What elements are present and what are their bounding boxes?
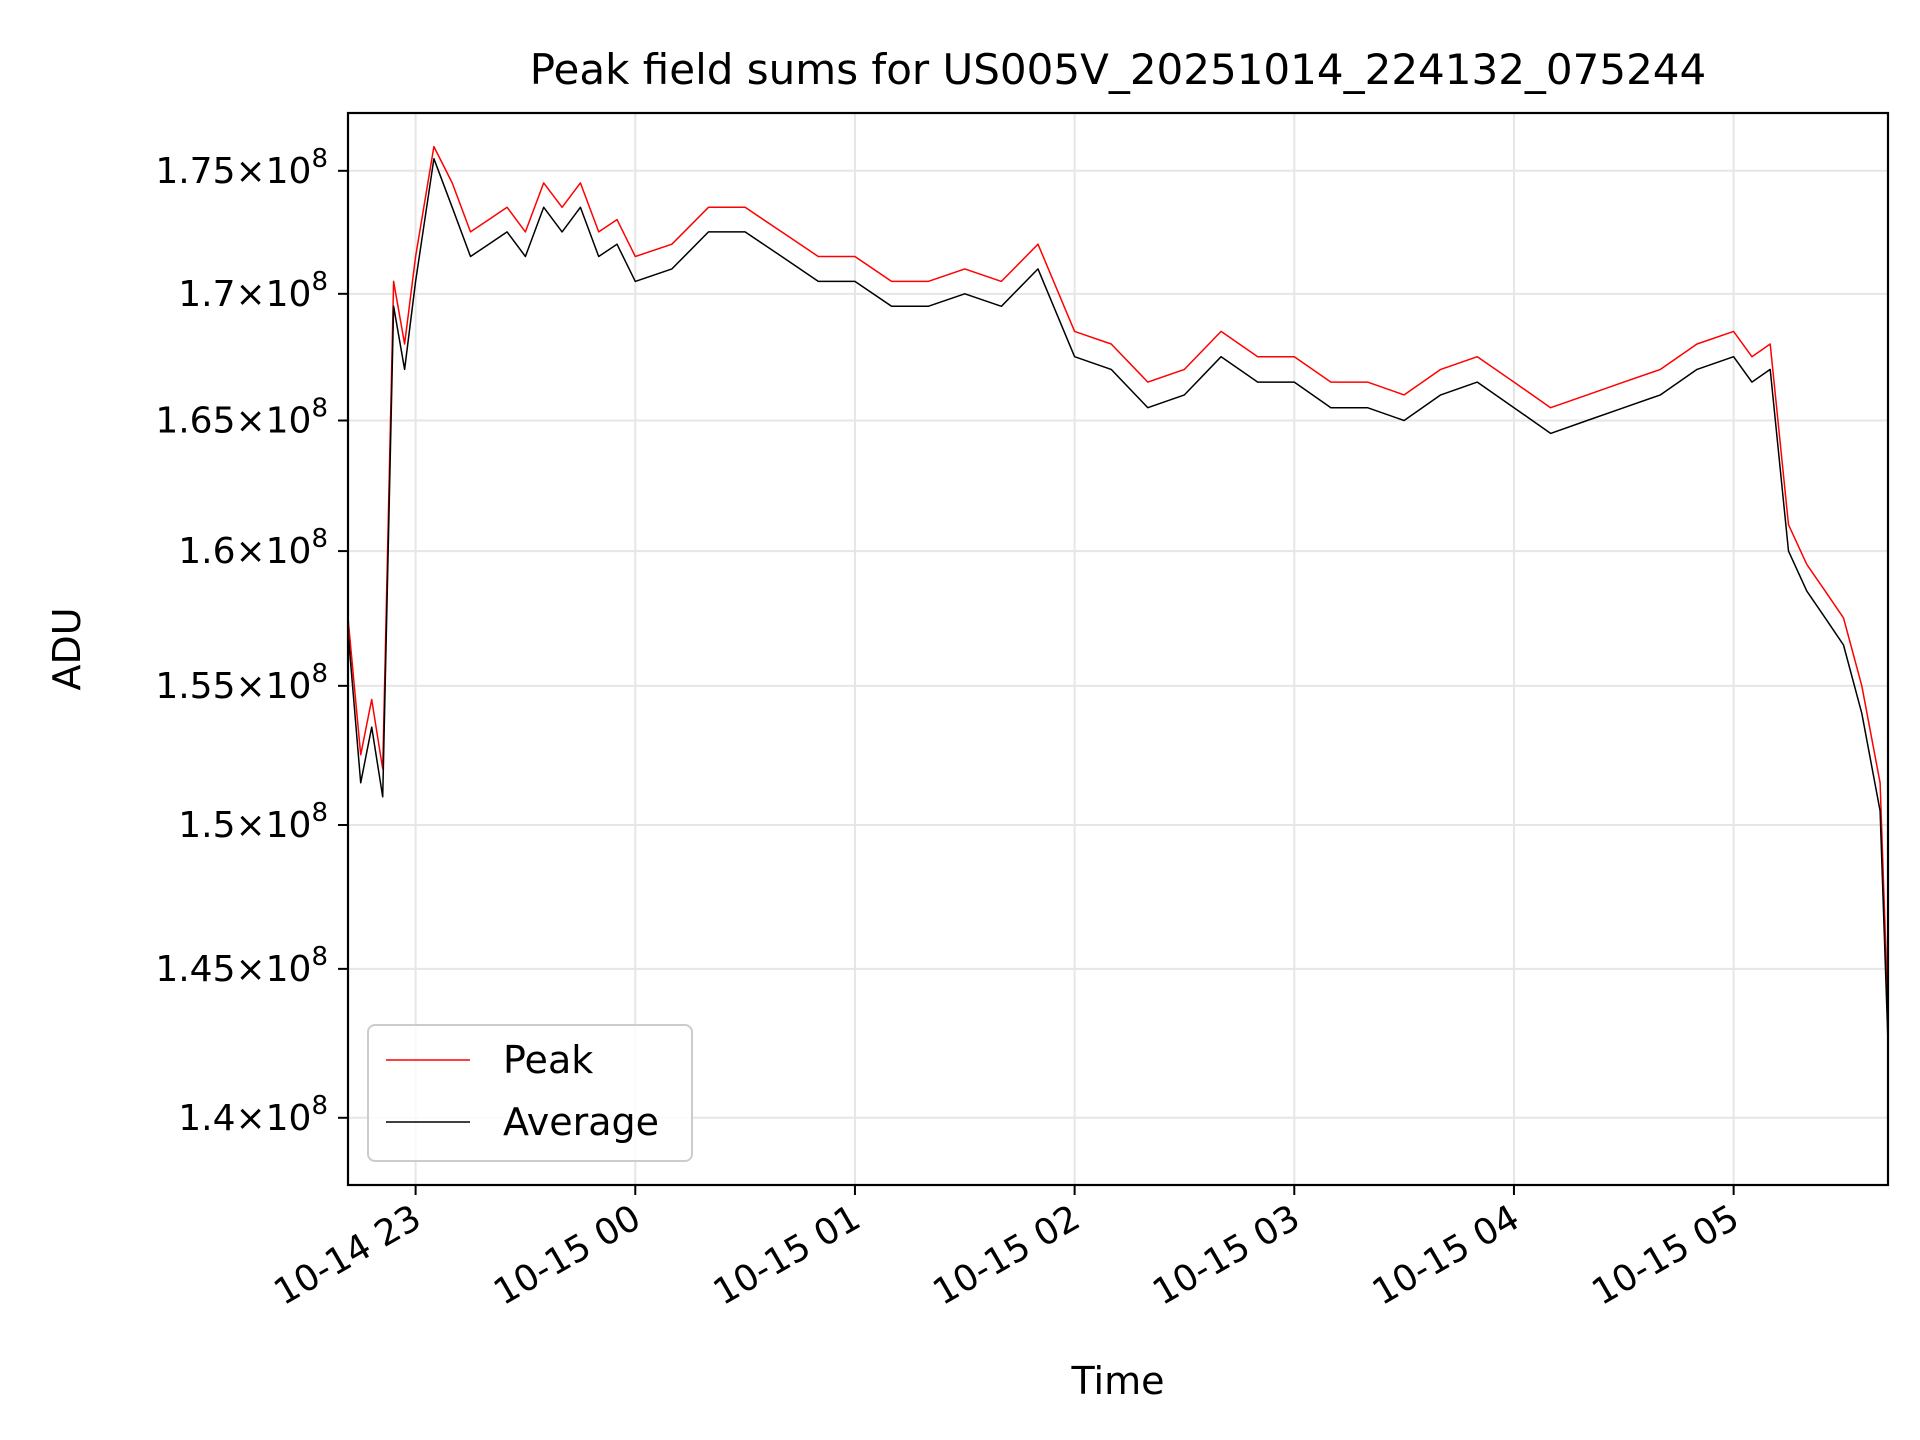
grid bbox=[348, 113, 1888, 1185]
y-axis-label: ADU bbox=[45, 607, 89, 690]
y-tick-label: 1.55×108 bbox=[155, 659, 328, 707]
y-tick-label: 1.75×108 bbox=[155, 144, 328, 192]
series-line-average bbox=[348, 157, 1888, 1043]
legend: Peak Average bbox=[367, 1024, 693, 1162]
y-tick-label: 1.6×108 bbox=[178, 524, 328, 572]
plot-area bbox=[348, 145, 1888, 1043]
y-tick-label: 1.5×108 bbox=[178, 798, 328, 846]
y-tick-label: 1.45×108 bbox=[155, 942, 328, 990]
chart-title: Peak field sums for US005V_20251014_2241… bbox=[530, 45, 1707, 94]
y-axis: 1.4×108 1.45×108 1.5×108 1.55×108 1.6×108 1.6… bbox=[155, 144, 348, 1139]
y-tick-label: 1.4×108 bbox=[178, 1091, 328, 1139]
legend-box bbox=[367, 1024, 693, 1162]
legend-label-average: Average bbox=[503, 1100, 659, 1144]
series-line-peak bbox=[348, 145, 1888, 1014]
x-axis-label: Time bbox=[1071, 1359, 1165, 1403]
series-layer bbox=[348, 145, 1888, 1043]
y-tick-label: 1.7×108 bbox=[178, 267, 328, 315]
y-tick-label: 1.65×108 bbox=[155, 394, 328, 442]
legend-label-peak: Peak bbox=[503, 1038, 593, 1082]
plot-frame bbox=[346, 111, 1890, 1187]
